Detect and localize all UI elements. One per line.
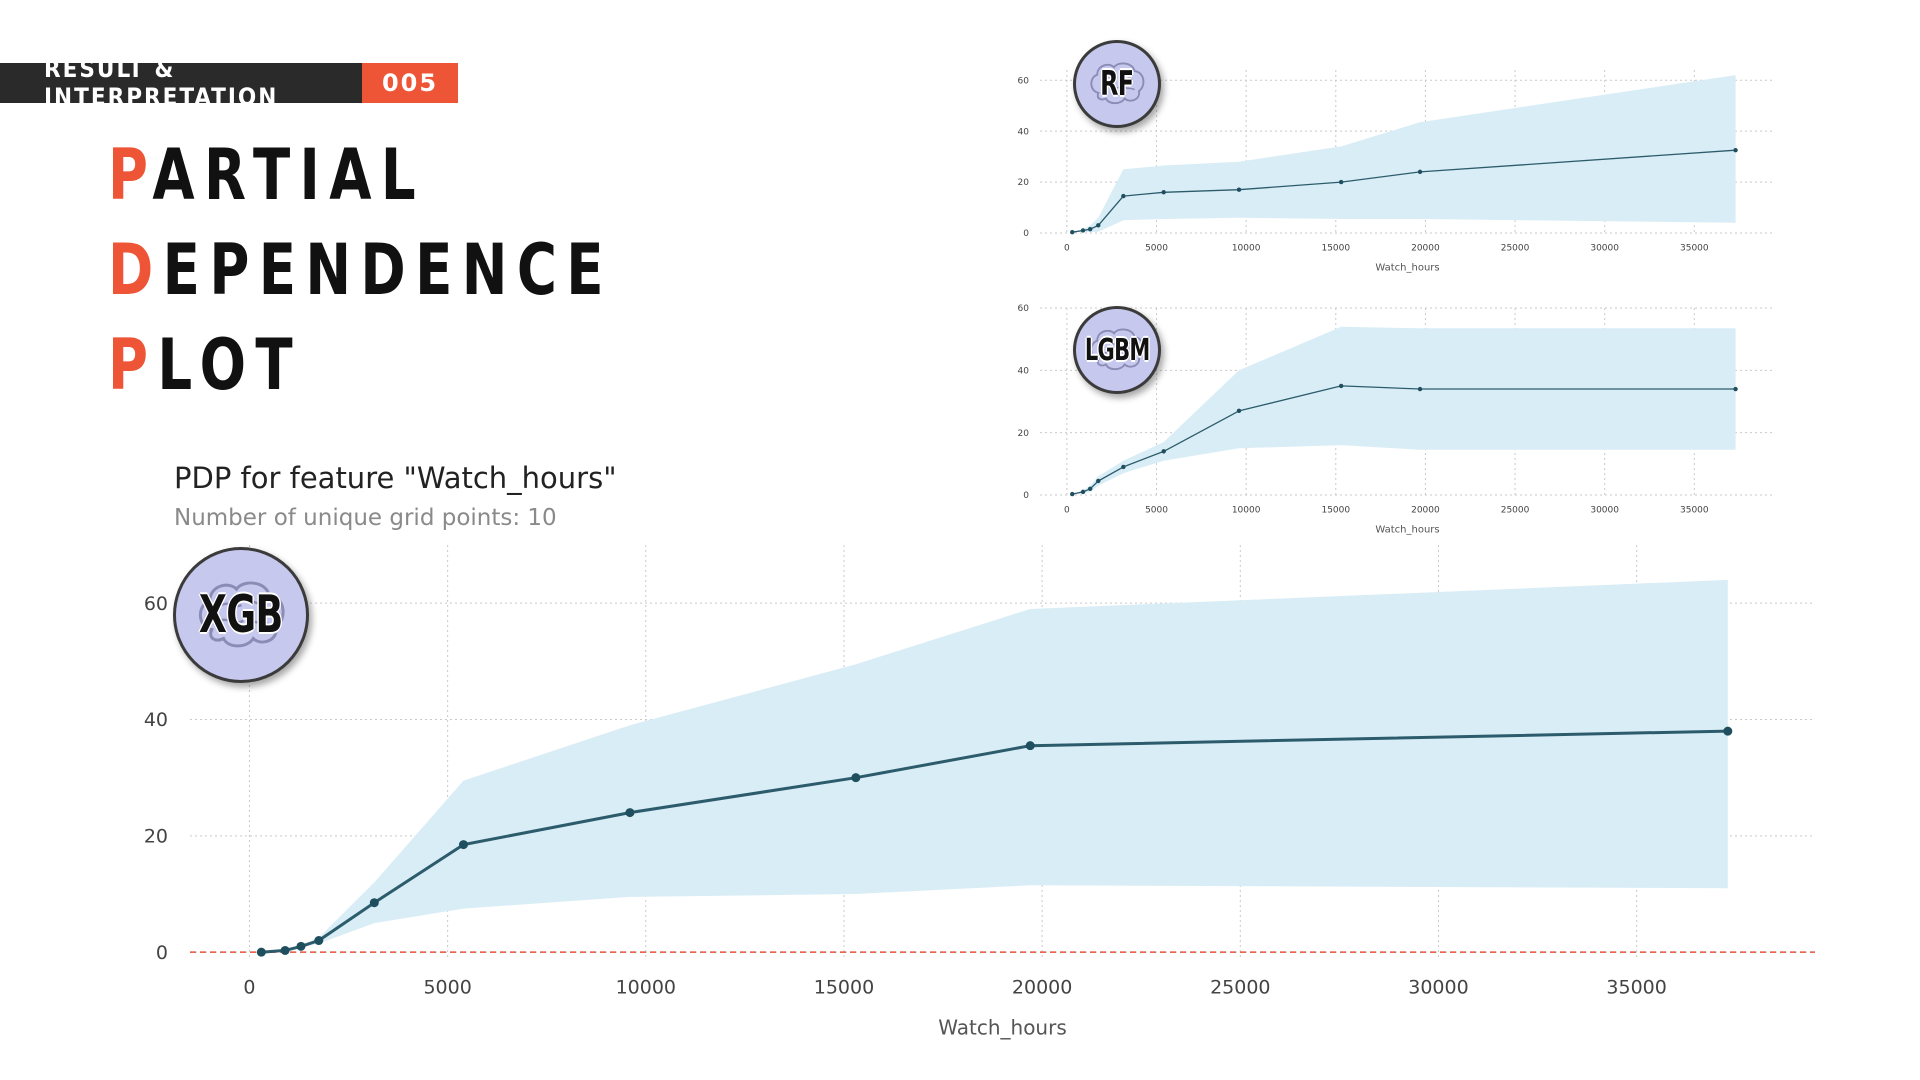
xgb-xtick-label: 35000 xyxy=(1606,976,1666,998)
lgbm-ytick-label: 20 xyxy=(1018,429,1030,439)
lgbm-confidence-band xyxy=(1072,326,1736,495)
rf-ytick-label: 20 xyxy=(1018,178,1030,188)
rf-xaxis-label: Watch_hours xyxy=(1375,262,1439,273)
brain-icon xyxy=(1090,62,1145,105)
rf-confidence-band xyxy=(1072,75,1736,233)
lgbm-badge-label: LGBM xyxy=(1084,332,1150,368)
rf-data-point xyxy=(1236,187,1242,192)
lgbm-xtick-label: 0 xyxy=(1064,505,1070,515)
xgb-badge: XGB xyxy=(173,547,309,683)
rf-xtick-label: 15000 xyxy=(1321,243,1350,253)
xgb-xaxis-label: Watch_hours xyxy=(938,1015,1067,1039)
xgb-xtick-label: 20000 xyxy=(1012,976,1072,998)
brain-icon xyxy=(1090,328,1145,371)
title-line-2: DEPENDENCE xyxy=(108,229,613,311)
xgb-confidence-band xyxy=(261,579,1728,953)
rf-data-point xyxy=(1087,226,1093,232)
xgb-subtitle: Number of unique grid points: 10 xyxy=(174,505,557,531)
lgbm-ytick-label: 40 xyxy=(1018,366,1030,376)
rf-xtick-label: 20000 xyxy=(1411,243,1440,253)
xgb-data-point xyxy=(280,945,290,955)
lgbm-xtick-label: 30000 xyxy=(1590,505,1619,515)
rf-xtick-label: 35000 xyxy=(1680,243,1709,253)
xgb-data-point xyxy=(256,947,266,957)
rf-chart: 0 20 40 60 0 5000 10000 15000 20000 25000 30000 350… xyxy=(1018,70,1775,273)
rf-xtick-label: 30000 xyxy=(1590,243,1619,253)
xgb-ytick-label: 60 xyxy=(144,593,168,615)
lgbm-xtick-label: 15000 xyxy=(1321,505,1350,515)
lgbm-pdp-line xyxy=(1072,385,1736,495)
xgb-ytick-label: 40 xyxy=(144,709,168,731)
lgbm-chart: 0 20 40 60 0 5000 10000 15000 20000 25000 30000 350… xyxy=(1018,304,1775,535)
rf-badge-label: RF xyxy=(1100,64,1134,104)
lgbm-data-point xyxy=(1417,386,1423,392)
xgb-xtick-label: 15000 xyxy=(814,976,874,998)
rf-data-point xyxy=(1417,169,1423,175)
lgbm-data-point xyxy=(1096,478,1101,484)
xgb-xtick-label: 25000 xyxy=(1210,976,1270,998)
xgb-pdp-line xyxy=(261,729,1728,954)
lgbm-xtick-label: 10000 xyxy=(1232,505,1261,515)
xgb-data-point xyxy=(851,773,861,783)
rf-data-point xyxy=(1161,190,1166,195)
rf-ytick-label: 40 xyxy=(1018,127,1030,137)
lgbm-data-point xyxy=(1733,386,1738,392)
rf-badge: RF xyxy=(1073,40,1161,128)
lgbm-xtick-label: 5000 xyxy=(1145,505,1168,515)
rf-data-point xyxy=(1070,230,1075,235)
lgbm-data-point xyxy=(1121,464,1126,470)
lgbm-data-point xyxy=(1236,408,1242,414)
xgb-xtick-label: 5000 xyxy=(423,976,471,998)
xgb-data-point xyxy=(314,936,324,946)
xgb-ytick-label: 20 xyxy=(144,825,168,847)
lgbm-xtick-label: 25000 xyxy=(1501,505,1530,515)
rf-xtick-label: 0 xyxy=(1064,243,1070,253)
xgb-chart: PDP for feature "Watch_hours" Number of u… xyxy=(144,461,1815,1039)
rf-data-point xyxy=(1733,148,1738,153)
lgbm-xtick-label: 35000 xyxy=(1680,505,1709,515)
xgb-data-point xyxy=(625,808,635,818)
page-title: PARTIAL DEPENDENCE PLOT xyxy=(108,128,755,413)
rf-xtick-label: 5000 xyxy=(1145,243,1168,253)
xgb-data-point xyxy=(296,941,306,951)
rf-xtick-label: 25000 xyxy=(1501,243,1530,253)
title-line-3: PLOT xyxy=(108,324,302,406)
lgbm-xtick-label: 20000 xyxy=(1411,505,1440,515)
lgbm-data-point xyxy=(1087,486,1093,491)
lgbm-data-point xyxy=(1338,383,1344,389)
xgb-xtick-label: 30000 xyxy=(1408,976,1468,998)
title-line-1: PARTIAL xyxy=(108,134,425,216)
rf-data-point xyxy=(1080,228,1086,233)
section-number: 005 xyxy=(362,63,458,103)
lgbm-ytick-label: 0 xyxy=(1023,491,1029,501)
lgbm-data-point xyxy=(1070,491,1075,497)
rf-ytick-label: 0 xyxy=(1023,229,1029,239)
rf-data-point xyxy=(1096,223,1101,228)
xgb-data-point xyxy=(458,840,468,850)
xgb-data-point xyxy=(1723,726,1733,736)
rf-data-point xyxy=(1121,193,1126,199)
lgbm-data-point xyxy=(1161,449,1166,454)
lgbm-xaxis-label: Watch_hours xyxy=(1375,524,1439,535)
xgb-xtick-label: 0 xyxy=(243,976,255,998)
xgb-title: PDP for feature "Watch_hours" xyxy=(174,461,617,495)
rf-data-point xyxy=(1338,179,1344,185)
rf-ytick-label: 60 xyxy=(1018,76,1030,86)
rf-pdp-line xyxy=(1072,149,1736,233)
xgb-ytick-label: 0 xyxy=(156,942,168,964)
lgbm-data-point xyxy=(1080,489,1086,495)
xgb-badge-label: XGB xyxy=(199,585,283,645)
brain-icon xyxy=(198,581,285,648)
xgb-data-point xyxy=(369,898,379,908)
lgbm-ytick-label: 60 xyxy=(1018,304,1030,314)
lgbm-badge: LGBM xyxy=(1073,306,1161,394)
rf-xtick-label: 10000 xyxy=(1232,243,1261,253)
xgb-data-point xyxy=(1025,741,1035,751)
xgb-xtick-label: 10000 xyxy=(616,976,676,998)
